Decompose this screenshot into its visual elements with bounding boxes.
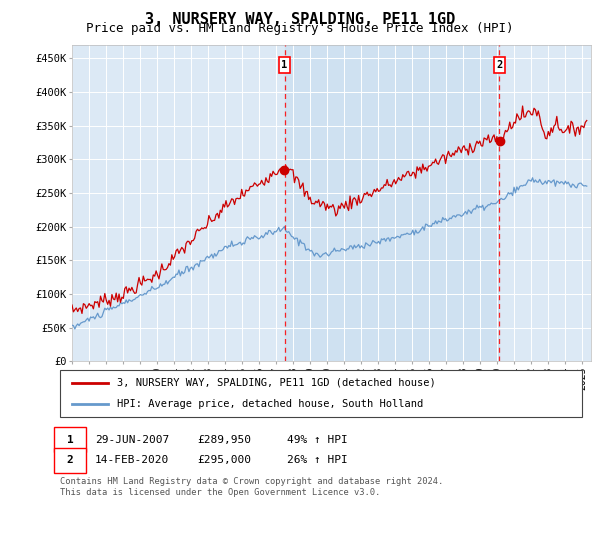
Text: 2: 2 bbox=[496, 60, 503, 70]
Text: 3, NURSERY WAY, SPALDING, PE11 1GD: 3, NURSERY WAY, SPALDING, PE11 1GD bbox=[145, 12, 455, 27]
Text: 1: 1 bbox=[281, 60, 287, 70]
Text: 26% ↑ HPI: 26% ↑ HPI bbox=[287, 455, 347, 465]
Text: Price paid vs. HM Land Registry's House Price Index (HPI): Price paid vs. HM Land Registry's House … bbox=[86, 22, 514, 35]
Text: £289,950: £289,950 bbox=[197, 435, 251, 445]
Text: 14-FEB-2020: 14-FEB-2020 bbox=[95, 455, 169, 465]
Text: 1: 1 bbox=[67, 435, 73, 445]
Text: 49% ↑ HPI: 49% ↑ HPI bbox=[287, 435, 347, 445]
Text: 3, NURSERY WAY, SPALDING, PE11 1GD (detached house): 3, NURSERY WAY, SPALDING, PE11 1GD (deta… bbox=[117, 378, 436, 388]
Text: 2: 2 bbox=[67, 455, 73, 465]
Text: HPI: Average price, detached house, South Holland: HPI: Average price, detached house, Sout… bbox=[117, 399, 423, 409]
Text: £295,000: £295,000 bbox=[197, 455, 251, 465]
Text: 29-JUN-2007: 29-JUN-2007 bbox=[95, 435, 169, 445]
Bar bbox=[284, 45, 499, 361]
Text: Contains HM Land Registry data © Crown copyright and database right 2024.
This d: Contains HM Land Registry data © Crown c… bbox=[60, 477, 443, 497]
